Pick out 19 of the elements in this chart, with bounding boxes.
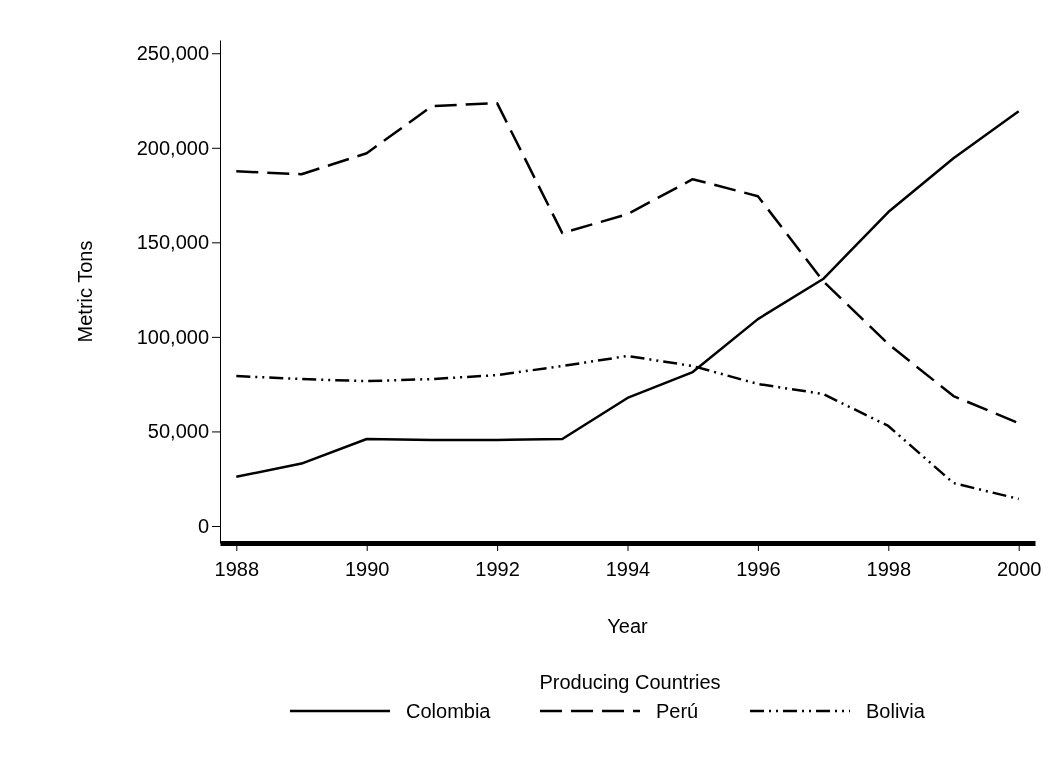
x-axis-title: Year: [607, 615, 649, 637]
x-tick-label: 1990: [344, 558, 390, 580]
x-tick-label: 1988: [214, 558, 260, 580]
x-tick-label: 1994: [605, 558, 651, 580]
x-tick-label: 1998: [866, 558, 912, 580]
y-tick-label: 50,000: [147, 420, 209, 443]
x-tick-label: 2000: [996, 558, 1042, 580]
y-tick-label: 250,000: [136, 42, 209, 65]
legend-title: Producing Countries: [539, 671, 721, 693]
y-tick-label: 200,000: [136, 136, 209, 159]
legend-label: Bolivia: [866, 700, 926, 722]
y-tick-label: 0: [197, 514, 209, 537]
x-tick-label: 1992: [475, 558, 520, 580]
y-tick-label: 150,000: [136, 231, 209, 254]
legend-label: Perú: [656, 700, 699, 722]
y-axis-title: Metric Tons: [74, 240, 96, 343]
x-tick-label: 1996: [736, 558, 781, 580]
y-tick-label: 100,000: [136, 325, 209, 348]
legend-label: Colombia: [406, 700, 492, 722]
